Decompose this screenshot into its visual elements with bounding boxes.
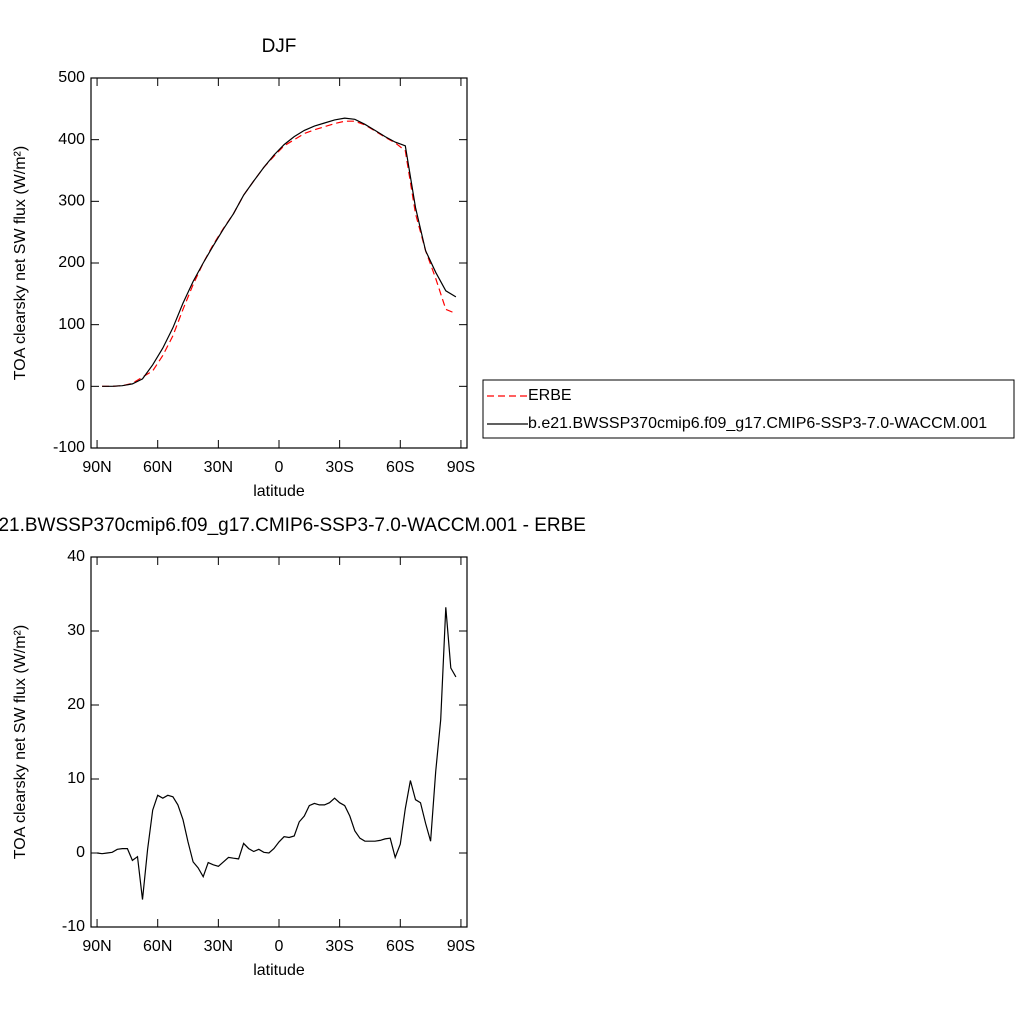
- x-tick-label: 30S: [325, 459, 353, 476]
- y-tick-label: 500: [58, 69, 85, 86]
- y-tick-label: 30: [67, 622, 85, 639]
- y-tick-label: 0: [76, 844, 85, 861]
- y-tick-label: 100: [58, 316, 85, 333]
- y-tick-label: 300: [58, 193, 85, 210]
- data-line: [102, 117, 457, 387]
- x-tick-label: 60S: [386, 459, 414, 476]
- x-tick-label: 90S: [447, 459, 475, 476]
- plot: DJF 90N 60N 30N 0 30S 60S 90S -100 0 100 200 300 400 5…: [12, 36, 1015, 500]
- y-tick-label: 10: [67, 770, 85, 787]
- plot-frame: [90, 556, 468, 928]
- legend: ERBE b.e21.BWSSP370cmip6.f09_g17.CMIP6-SS…: [482, 379, 1015, 439]
- x-tick-label: 60N: [143, 459, 172, 476]
- plot: b.e21.BWSSP370cmip6.f09_g17.CMIP6-SSP3-7…: [0, 515, 586, 979]
- chart-title: DJF: [262, 36, 297, 57]
- y-tick-label: 20: [67, 696, 85, 713]
- x-axis-label: latitude: [253, 962, 305, 979]
- x-tick-label: 30N: [204, 938, 233, 955]
- y-tick-label: 200: [58, 254, 85, 271]
- y-tick-label: 40: [67, 548, 85, 565]
- x-tick-label: 30N: [204, 459, 233, 476]
- legend-label: b.e21.BWSSP370cmip6.f09_g17.CMIP6-SSP3-7…: [528, 415, 987, 432]
- y-tick-label: 400: [58, 131, 85, 148]
- y-axis-label: TOA clearsky net SW flux (W/m²): [12, 625, 29, 859]
- plot-frame: [90, 77, 468, 449]
- x-tick-label: 60S: [386, 938, 414, 955]
- x-tick-label: 90S: [447, 938, 475, 955]
- chart-title: b.e21.BWSSP370cmip6.f09_g17.CMIP6-SSP3-7…: [0, 515, 586, 536]
- y-tick-label: -100: [53, 439, 85, 456]
- data-line: [97, 607, 457, 900]
- x-tick-label: 0: [275, 459, 284, 476]
- x-tick-label: 30S: [325, 938, 353, 955]
- legend-label: ERBE: [528, 387, 572, 404]
- x-tick-label: 0: [275, 938, 284, 955]
- x-axis-label: latitude: [253, 483, 305, 500]
- y-axis-label: TOA clearsky net SW flux (W/m²): [12, 146, 29, 380]
- y-tick-label: 0: [76, 378, 85, 395]
- y-tick-label: -10: [62, 918, 85, 935]
- data-line: [102, 120, 457, 387]
- legend-box: [482, 379, 1015, 439]
- x-tick-label: 90N: [82, 938, 111, 955]
- x-tick-label: 90N: [82, 459, 111, 476]
- x-tick-label: 60N: [143, 938, 172, 955]
